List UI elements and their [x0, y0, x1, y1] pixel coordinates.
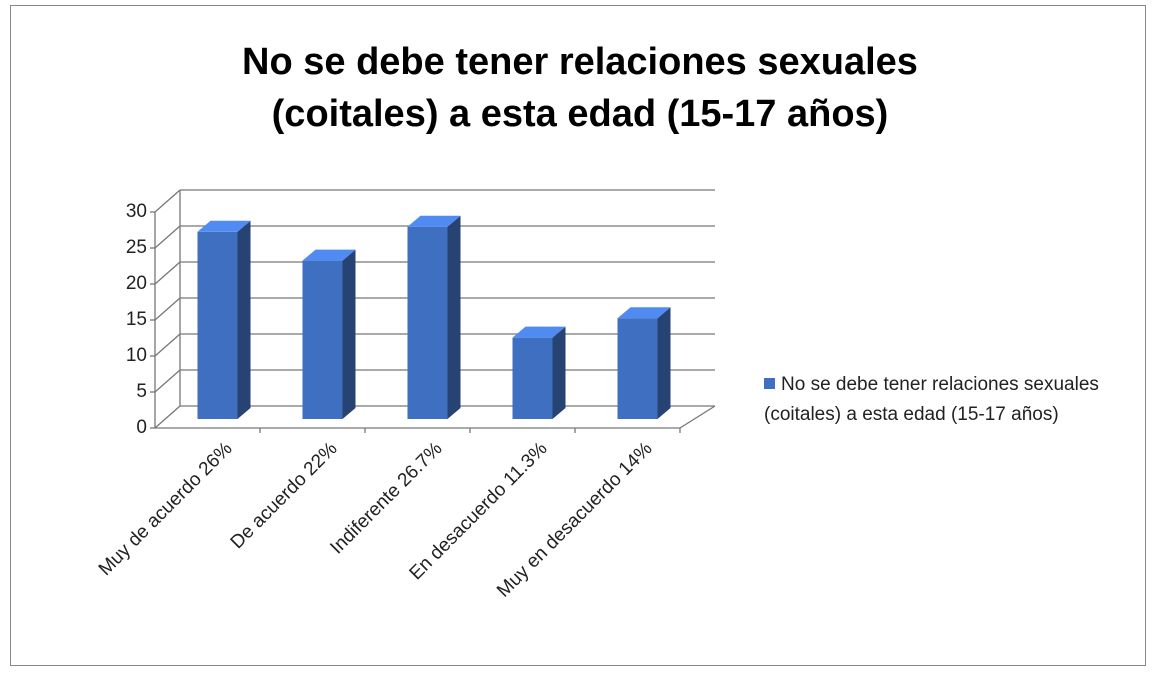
y-tick-label: 10: [126, 345, 147, 366]
chart-title: No se debe tener relaciones sexuales (co…: [242, 41, 918, 135]
grid-line: [154, 405, 181, 429]
bar-front: [512, 337, 553, 419]
grid-line: [154, 261, 181, 285]
bar-side: [657, 307, 671, 419]
bar: [197, 220, 251, 419]
legend-swatch: [764, 378, 775, 389]
bar-side: [552, 326, 566, 419]
bar-side: [447, 215, 461, 419]
bar: [407, 215, 461, 419]
grid-line: [154, 189, 181, 213]
bar-front: [617, 318, 658, 419]
bar-front: [407, 226, 448, 419]
y-tick-label: 5: [136, 381, 147, 402]
bar-side: [237, 220, 251, 419]
y-tick-label: 0: [136, 417, 147, 438]
bar: [302, 249, 356, 419]
bar-front: [197, 231, 238, 419]
y-tick-label: 30: [126, 201, 147, 222]
grid-line: [154, 225, 181, 249]
bar-top: [407, 215, 461, 227]
bar: [617, 307, 671, 419]
floor-right: [679, 405, 716, 429]
x-tick-label: De acuerdo 22%: [227, 438, 342, 553]
bar-top: [197, 220, 251, 232]
grid-line: [154, 297, 181, 321]
y-tick-label: 20: [126, 273, 147, 294]
bar: [512, 326, 566, 419]
grid-line: [154, 369, 181, 393]
bar-side: [342, 249, 356, 419]
legend-label: No se debe tener relaciones sexuales (co…: [764, 374, 1099, 425]
bar-top: [617, 307, 671, 319]
bar-top: [302, 249, 356, 261]
y-tick-label: 25: [126, 237, 147, 258]
x-tick-label: Muy de acuerdo 26%: [95, 438, 237, 580]
legend: No se debe tener relaciones sexuales (co…: [764, 370, 1134, 430]
chart-frame: [10, 5, 1146, 666]
grid-line: [154, 333, 181, 357]
bar-top: [512, 326, 566, 338]
bar-front: [302, 260, 343, 419]
y-tick-label: 15: [126, 309, 147, 330]
x-tick-label: Indiferente 26.7%: [326, 438, 446, 558]
